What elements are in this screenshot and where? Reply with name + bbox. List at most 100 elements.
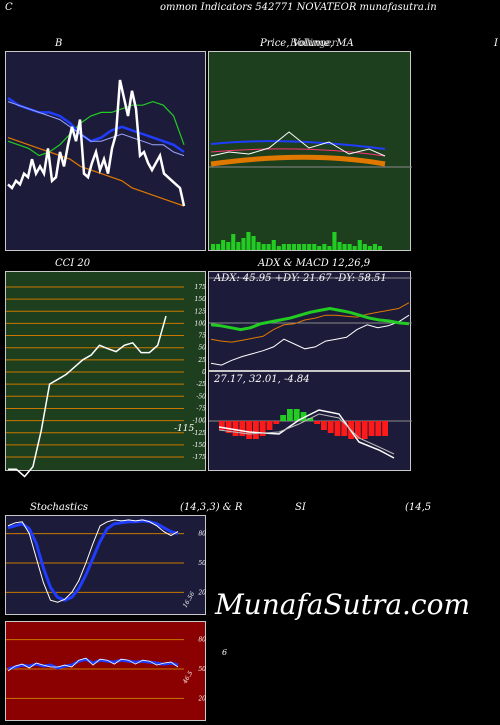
stoch-label: Stochastics [30,502,88,513]
volume-bar [246,232,251,250]
macd-hist-bar [334,421,341,436]
cci-tick-label: -100 [193,418,207,425]
rsi-panel: 80 50 20 46.5 [5,621,206,721]
volume-bar [211,244,216,250]
volume-bar [251,236,256,250]
volume-bar [347,244,352,250]
cci-chart: 175 150 125 100 75 50 25 0 -25 -50 -75 -100 -125 -150… [6,284,207,478]
macd-hist-bar [375,421,382,436]
macd-hist-bar [232,421,239,436]
macd-hist-bar [341,421,348,436]
stoch-tick-label: 80 [198,531,206,538]
macd-chart [209,409,412,459]
volume-bar [312,244,317,250]
cci-tick-label: -150 [193,442,207,449]
bollinger-price-line [7,79,186,207]
volume-bar [256,242,261,250]
cci-label: CCI 20 [55,258,91,269]
volume-bar [297,244,302,250]
macd-values: 27.17, 32.01, -4.84 [214,374,310,385]
volume-bar [286,244,291,250]
price-ma-overlay: Bollinger [290,38,337,49]
cci-tick-label: 0 [202,369,206,376]
cci-value-label: -115 [174,424,194,434]
rsi-params: (14,5 [405,502,432,513]
macd-hist-bar [307,418,314,421]
volume-bar [307,244,312,250]
macd-hist-bar [259,421,266,436]
macd-hist-bar [314,421,320,424]
rsi-line [7,657,179,671]
volume-bar [221,240,226,250]
volume-bar [261,244,266,250]
cci-panel: 175 150 125 100 75 50 25 0 -25 -50 -75 -100 -125 -150… [5,271,207,478]
macd-hist-bar [361,421,368,439]
adx-macd-label: ADX & MACD 12,26,9 [258,258,371,269]
volume-bar [226,242,231,250]
bollinger-mid2-line [7,101,185,157]
header-left-letter: C [5,2,13,13]
macd-hist-bar [321,421,327,430]
mfi-marker: 6 [222,648,228,657]
bollinger-mid-line [7,96,185,154]
macd-hist-bar [253,421,259,439]
price-ma-band-orange [210,154,386,167]
price-ma-panel [208,51,412,251]
stoch-d-line [7,519,179,602]
bollinger-upper-line [7,100,185,157]
macd-hist-bar [355,421,361,439]
bollinger-panel [5,51,206,251]
volume-bar [231,234,236,250]
price-ma-band-blue [210,140,386,150]
cci-line [8,315,167,478]
macd-hist-bar [327,421,334,433]
price-ma-chart [209,131,412,250]
volume-bar [327,246,332,250]
macd-hist-bar [382,421,388,436]
bollinger-lower-line [7,137,185,207]
volume-bar [332,232,337,250]
volume-bar [216,244,221,250]
volume-bar [317,246,322,250]
volume-bar [367,246,372,250]
volume-bar [377,246,382,250]
volume-bar [281,244,286,250]
macd-hist-bar [225,421,232,433]
cci-tick-label: -175 [193,454,207,461]
volume-bar [241,238,246,250]
stoch-panel: 80 50 20 16.56 [5,515,206,615]
macd-panel [208,371,412,471]
cci-tick-label: 25 [197,357,206,364]
rsi-tick-label: 80 [198,637,206,644]
watermark: MunafaSutra.com [215,588,471,621]
stoch-params: (14,3,3) & R [180,502,243,513]
stoch-tick-label: 20 [197,589,206,596]
volume-bar [342,244,347,250]
bollinger-label: B [55,38,63,49]
adx-minus-line [210,314,410,366]
volume-bar [291,244,296,250]
adx-plus-line [210,302,410,343]
rsi-chart: 80 50 20 46.5 [6,637,206,702]
rsi-overlay-line [7,657,179,672]
price-line [210,131,386,157]
cci-tick-label: -125 [193,430,207,437]
adx-values: ADX: 45.95 +DY: 21.67 -DY: 58.51 [214,273,387,284]
macd-line [218,409,395,459]
cci-tick-label: 100 [195,320,207,327]
adx-line [210,306,410,332]
macd-hist-bar [287,409,293,421]
volume-bar [357,240,362,250]
stoch-value-label: 16.56 [182,590,197,609]
macd-hist-bar [266,421,273,430]
macd-hist-bar [280,415,286,421]
price-ma-label: Price, Volume, MA [260,38,354,49]
volume-bar [362,244,367,250]
rsi-label: SI [295,502,306,513]
cci-tick-label: -75 [196,405,206,412]
rsi-tick-label: 20 [197,695,206,702]
rsi-tick-label: 50 [198,666,206,673]
stoch-k-line [7,519,179,603]
macd-hist-bar [293,409,300,421]
